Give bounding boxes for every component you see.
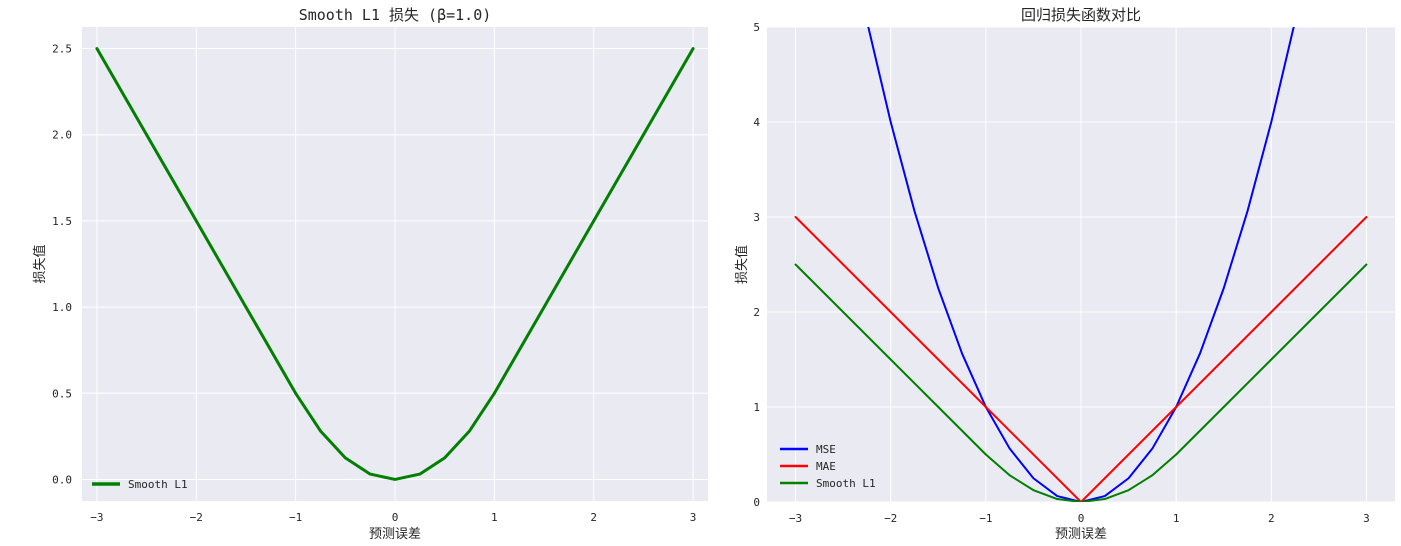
series-line-smooth-l1 [95, 47, 695, 481]
y-tick-label: 4 [753, 116, 760, 129]
y-tick-label: 0.0 [52, 473, 72, 486]
x-tick-label: 3 [1363, 512, 1370, 525]
y-tick-labels: 0 1 2 3 4 5 [753, 21, 760, 509]
chart-smooth-l1: −3 −2 −1 0 1 2 3 0.0 0.5 1.0 1.5 2.0 2.5 Smooth L1 … [32, 6, 708, 542]
legend-label: Smooth L1 [816, 477, 876, 490]
y-tick-labels: 0.0 0.5 1.0 1.5 2.0 2.5 [52, 43, 72, 487]
legend: Smooth L1 [92, 478, 188, 491]
grid [82, 27, 708, 501]
legend-item-mae: MAE [780, 460, 836, 473]
y-tick-label: 2.5 [52, 43, 72, 56]
x-tick-label: −3 [90, 511, 103, 524]
y-tick-label: 2.0 [52, 129, 72, 142]
y-tick-label: 1 [753, 401, 760, 414]
x-tick-labels: −3 −2 −1 0 1 2 3 [789, 512, 1370, 525]
legend-label: MAE [816, 460, 836, 473]
y-axis-label: 损失值 [734, 245, 750, 284]
x-tick-label: 3 [690, 511, 697, 524]
x-axis-label: 预测误差 [369, 527, 421, 542]
y-tick-label: 2 [753, 306, 760, 319]
x-tick-labels: −3 −2 −1 0 1 2 3 [90, 511, 696, 524]
y-tick-label: 3 [753, 211, 760, 224]
series-line-mse [867, 27, 1295, 502]
y-axis-label: 损失值 [32, 244, 48, 283]
legend: MSE MAE Smooth L1 [780, 443, 876, 490]
x-tick-label: 2 [1268, 512, 1275, 525]
x-tick-label: −2 [884, 512, 897, 525]
x-tick-label: 1 [1173, 512, 1180, 525]
y-tick-label: 0 [753, 496, 760, 509]
chart-title: 回归损失函数对比 [1021, 6, 1141, 24]
legend-label: Smooth L1 [128, 478, 188, 491]
legend-item-mse: MSE [780, 443, 836, 456]
x-tick-label: −2 [190, 511, 203, 524]
y-tick-label: 1.5 [52, 215, 72, 228]
y-tick-label: 1.0 [52, 301, 72, 314]
series-lines [95, 47, 695, 481]
x-tick-label: −3 [789, 512, 802, 525]
chart-title: Smooth L1 损失 (β=1.0) [299, 6, 492, 24]
x-tick-label: 0 [1078, 512, 1085, 525]
legend-item-smooth-l1: Smooth L1 [780, 477, 876, 490]
x-tick-label: 0 [392, 511, 399, 524]
legend-label: MSE [816, 443, 836, 456]
x-tick-label: −1 [289, 511, 302, 524]
x-tick-label: −1 [979, 512, 992, 525]
y-tick-label: 0.5 [52, 387, 72, 400]
series-lines [794, 27, 1368, 502]
x-tick-label: 1 [491, 511, 498, 524]
y-tick-label: 5 [753, 21, 760, 34]
x-axis-label: 预测误差 [1055, 527, 1107, 542]
legend-item-smooth-l1: Smooth L1 [92, 478, 188, 491]
series-line-mae [794, 216, 1368, 502]
series-line-smooth-l1 [794, 263, 1368, 502]
x-tick-label: 2 [590, 511, 597, 524]
